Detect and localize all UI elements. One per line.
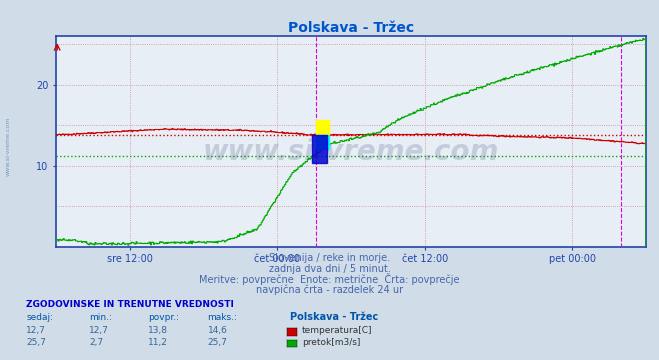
Text: Slovenija / reke in morje.: Slovenija / reke in morje. — [269, 253, 390, 263]
Text: 12,7: 12,7 — [26, 326, 46, 335]
Text: 2,7: 2,7 — [89, 338, 103, 347]
Text: Meritve: povprečne  Enote: metrične  Črta: povprečje: Meritve: povprečne Enote: metrične Črta:… — [199, 273, 460, 285]
Text: Polskava - Tržec: Polskava - Tržec — [290, 312, 378, 323]
Bar — [316, 120, 328, 135]
Text: navpična črta - razdelek 24 ur: navpična črta - razdelek 24 ur — [256, 285, 403, 296]
Text: sedaj:: sedaj: — [26, 314, 53, 323]
Text: povpr.:: povpr.: — [148, 314, 179, 323]
Title: Polskava - Tržec: Polskava - Tržec — [288, 21, 414, 35]
Text: 11,2: 11,2 — [148, 338, 168, 347]
Bar — [312, 135, 328, 163]
Text: www.si-vreme.com: www.si-vreme.com — [203, 138, 499, 166]
Text: 25,7: 25,7 — [208, 338, 227, 347]
Text: ZGODOVINSKE IN TRENUTNE VREDNOSTI: ZGODOVINSKE IN TRENUTNE VREDNOSTI — [26, 300, 234, 309]
Text: 25,7: 25,7 — [26, 338, 46, 347]
Text: www.si-vreme.com: www.si-vreme.com — [5, 116, 11, 176]
Text: temperatura[C]: temperatura[C] — [302, 326, 372, 335]
Text: 13,8: 13,8 — [148, 326, 168, 335]
Text: pretok[m3/s]: pretok[m3/s] — [302, 338, 360, 347]
Text: 12,7: 12,7 — [89, 326, 109, 335]
Text: maks.:: maks.: — [208, 314, 237, 323]
Bar — [316, 135, 328, 149]
Text: 14,6: 14,6 — [208, 326, 227, 335]
Text: zadnja dva dni / 5 minut.: zadnja dva dni / 5 minut. — [269, 264, 390, 274]
Text: min.:: min.: — [89, 314, 112, 323]
